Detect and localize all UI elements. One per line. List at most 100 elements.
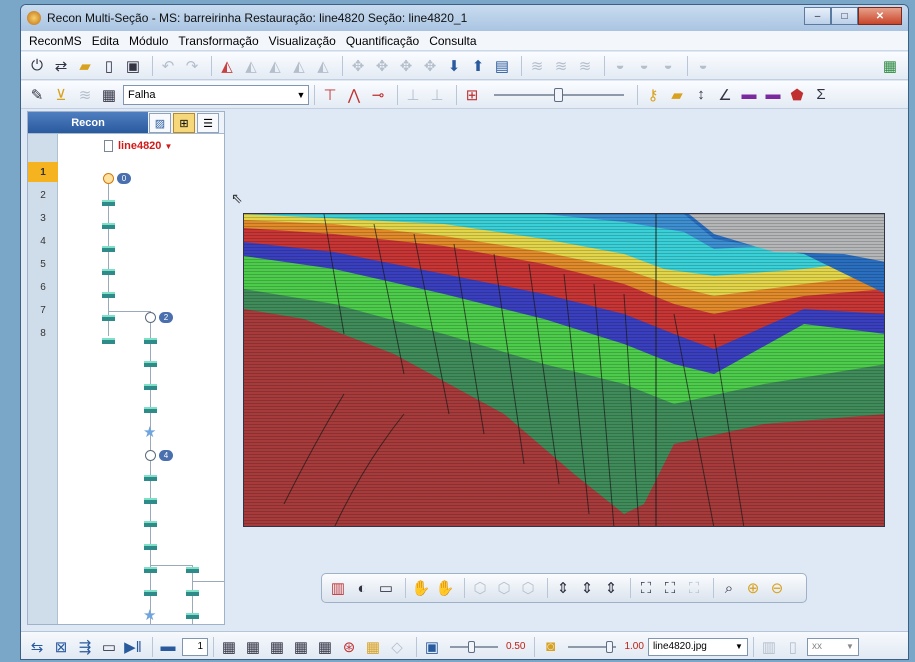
row-number[interactable]: 7	[40, 304, 46, 316]
section-name[interactable]: line4820 ▼	[118, 140, 173, 152]
image-file-select[interactable]: line4820.jpg ▼	[647, 637, 748, 656]
export-icon[interactable]: ⬇	[447, 57, 461, 75]
zoom-icon[interactable]: ⌕	[724, 579, 734, 597]
panel-title[interactable]: Recon	[28, 112, 148, 133]
flexural-icon[interactable]: ◒	[615, 57, 625, 74]
tree-node[interactable]	[144, 361, 157, 367]
restore-icon[interactable]: ✥	[399, 57, 413, 75]
undo-icon[interactable]: ↶	[161, 57, 175, 75]
ruler-icon[interactable]: ▬	[765, 86, 781, 103]
tree-node[interactable]	[144, 544, 157, 550]
seismic-view-icon[interactable]: ▨	[149, 113, 171, 133]
minimize-button[interactable]: –	[804, 7, 831, 25]
tree-node[interactable]	[144, 338, 157, 344]
comment-icon[interactable]: ▭	[101, 638, 117, 656]
maximize-button[interactable]: □	[831, 7, 858, 25]
tree-view-icon[interactable]: ⊞	[173, 113, 195, 133]
fault-tool-icon[interactable]: ⊤	[323, 86, 337, 104]
step-badge[interactable]: 2	[159, 312, 173, 323]
play-pause-icon[interactable]: ▶‖	[124, 638, 142, 656]
tree-node[interactable]	[102, 246, 115, 252]
zoom-in-icon[interactable]: ⊕	[746, 580, 760, 597]
units-select[interactable]: xx ▼	[806, 637, 859, 656]
tree-node[interactable]	[144, 521, 157, 527]
pan-icon[interactable]: ✋	[435, 580, 455, 597]
flexural-icon[interactable]: ◒	[639, 57, 649, 74]
horizon-fill-icon[interactable]: ⊻	[55, 86, 67, 104]
tree-node[interactable]	[186, 613, 199, 619]
star-icon[interactable]: ★	[143, 424, 157, 441]
list-view-icon[interactable]: ☰	[197, 113, 219, 133]
menu-edita[interactable]: Edita	[91, 33, 120, 48]
row-number[interactable]: 6	[40, 281, 46, 293]
layer-opacity-icon[interactable]: ▣	[424, 638, 440, 656]
grid-icon[interactable]: ▦	[317, 638, 333, 656]
layer-select[interactable]: Falha ▼	[123, 84, 309, 105]
row-number[interactable]: 4	[40, 235, 46, 247]
marker-icon[interactable]: ⬟	[790, 86, 804, 104]
tree-node[interactable]	[144, 567, 157, 573]
tree-node[interactable]	[102, 223, 115, 229]
tree-node[interactable]	[102, 269, 115, 275]
menu-transformacao[interactable]: Transformação	[178, 33, 259, 48]
grid-icon[interactable]: ▦	[293, 638, 309, 656]
layers-icon[interactable]: ≋	[78, 86, 92, 104]
tree-node[interactable]	[144, 384, 157, 390]
menu-reconms[interactable]: ReconMS	[29, 33, 82, 48]
color-bar-icon[interactable]: ▥	[330, 580, 346, 597]
slider-thumb[interactable]	[606, 640, 614, 653]
title-bar[interactable]: Recon Multi-Seção - MS: barreirinha Rest…	[21, 5, 908, 31]
tree-node[interactable]	[144, 590, 157, 596]
step-delete-icon[interactable]: ⊠	[54, 638, 68, 656]
restore-icon[interactable]: ✥	[423, 57, 437, 75]
menu-consulta[interactable]: Consulta	[429, 33, 477, 48]
pan-icon[interactable]: ✋	[411, 580, 431, 597]
flexural-icon[interactable]: ◒	[663, 57, 673, 74]
step-back-icon[interactable]: ⇆	[30, 638, 44, 656]
row-number[interactable]: 8	[40, 327, 46, 339]
close-button[interactable]: ✕	[858, 7, 902, 25]
key-icon[interactable]: ⚷	[647, 86, 659, 104]
axes-icon[interactable]: ↕	[697, 86, 705, 103]
grid-icon[interactable]: ▦	[245, 638, 261, 656]
fit-icon[interactable]: ⛶	[664, 579, 676, 597]
contrast-icon[interactable]: ◐	[357, 579, 367, 597]
redo-icon[interactable]: ↷	[185, 57, 199, 75]
clock-icon[interactable]	[145, 450, 156, 461]
slider-thumb[interactable]	[554, 87, 563, 102]
tree-node[interactable]	[102, 292, 115, 298]
stretch-vertical-icon[interactable]: ⇕	[580, 580, 594, 597]
sum-icon[interactable]: Σ	[816, 86, 826, 103]
cube-icon[interactable]: ⬡	[521, 580, 535, 597]
stretch-vertical-icon[interactable]: ⇕	[604, 580, 618, 597]
step-badge[interactable]: 0	[117, 173, 131, 184]
new-file-icon[interactable]: ▯	[104, 57, 114, 75]
row-number[interactable]: 1	[28, 162, 58, 182]
camera-icon[interactable]: ◙	[545, 638, 555, 655]
row-number[interactable]: 3	[40, 212, 46, 224]
move-icon[interactable]: ✥	[351, 57, 365, 75]
power-icon[interactable]: ⏻	[31, 57, 43, 74]
petrobras-icon[interactable]: ▦	[882, 57, 898, 75]
transparency-slider[interactable]	[494, 87, 624, 102]
menu-visualizacao[interactable]: Visualização	[268, 33, 336, 48]
column-icon[interactable]: ▥	[761, 638, 777, 656]
decompact-icon[interactable]: ≋	[578, 57, 592, 75]
grid-icon[interactable]: ▦	[221, 638, 237, 656]
table-icon[interactable]: ▦	[101, 86, 117, 104]
grid-tool-icon[interactable]: ⊞	[465, 86, 479, 104]
zoom-out-icon[interactable]: ⊖	[770, 580, 784, 597]
link-tool-icon[interactable]: ⊸	[371, 86, 385, 104]
step-badge[interactable]: 4	[159, 450, 173, 461]
layer-tool-icon[interactable]: ◭	[293, 57, 305, 75]
isostasy-icon[interactable]: ◒	[698, 57, 708, 74]
tree-node[interactable]	[186, 567, 199, 573]
opacity-slider[interactable]	[450, 640, 498, 653]
row-number[interactable]: 2	[40, 189, 46, 201]
fit-icon[interactable]: ⛶	[688, 579, 700, 597]
pin-tool-icon[interactable]: ⊥	[406, 86, 420, 104]
restore-icon[interactable]: ✥	[375, 57, 389, 75]
table-icon[interactable]: ▦	[365, 638, 381, 656]
fit-icon[interactable]: ⛶	[640, 579, 652, 597]
clock-icon[interactable]	[103, 173, 114, 184]
